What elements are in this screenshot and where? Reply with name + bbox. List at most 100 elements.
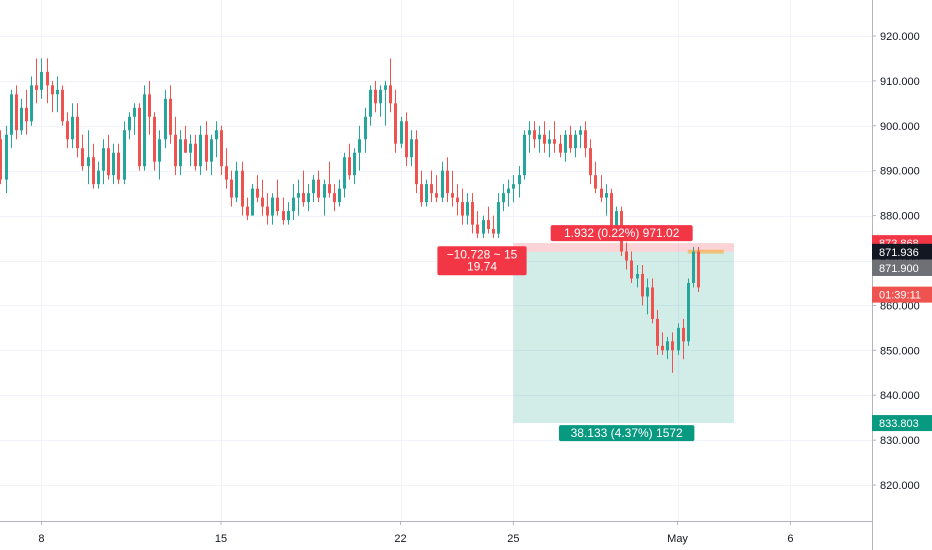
candle-body xyxy=(292,197,295,212)
candle-body xyxy=(97,170,100,185)
candle xyxy=(235,161,238,203)
candle xyxy=(502,184,505,212)
candle-body xyxy=(389,85,392,104)
candle-body xyxy=(564,134,567,153)
candle-body xyxy=(651,287,654,319)
candle-body xyxy=(40,71,43,90)
candle-body xyxy=(656,318,659,346)
candle-body xyxy=(410,139,413,158)
candle-body xyxy=(241,170,244,207)
candle xyxy=(179,130,182,176)
take-profit-zone[interactable] xyxy=(513,251,734,424)
candle xyxy=(374,80,377,113)
candle-body xyxy=(261,197,264,207)
candle xyxy=(256,175,259,203)
price-tick-label: 920.000 xyxy=(880,31,920,43)
candle-body xyxy=(117,152,120,180)
candle-body xyxy=(0,139,2,180)
candle-body xyxy=(15,94,18,131)
candle-body xyxy=(194,143,197,167)
candle-body xyxy=(528,130,531,135)
price-tag: 833.803 xyxy=(872,415,932,432)
candle-body xyxy=(256,188,259,198)
candle xyxy=(548,130,551,158)
candle-body xyxy=(56,89,59,95)
candle xyxy=(420,170,423,207)
time-tick-label: 25 xyxy=(507,533,519,545)
candle xyxy=(435,175,438,203)
candle-body xyxy=(559,143,562,153)
candle-body xyxy=(538,134,541,140)
candle xyxy=(15,85,18,140)
candle xyxy=(30,76,33,126)
candle-body xyxy=(92,157,95,185)
price-tick-label: 830.000 xyxy=(880,435,920,447)
short-position-tool[interactable] xyxy=(513,243,734,424)
candle-body xyxy=(369,89,372,117)
candle-body xyxy=(379,89,382,104)
candle xyxy=(682,318,685,360)
candle xyxy=(636,264,639,288)
time-axis: 8152225May613 xyxy=(38,521,793,545)
candle-body xyxy=(215,130,218,140)
candle xyxy=(518,166,521,198)
candle xyxy=(507,179,510,207)
candle-body xyxy=(169,98,172,135)
price-tag-box xyxy=(872,415,932,432)
candle-body xyxy=(666,341,669,351)
stop-loss-zone[interactable] xyxy=(513,243,734,252)
price-tick-label: 850.000 xyxy=(880,345,920,357)
candle-body xyxy=(507,188,510,194)
candle xyxy=(538,125,541,153)
candle xyxy=(697,247,700,292)
candle xyxy=(461,188,464,225)
candle xyxy=(651,278,654,324)
time-tick-label: 15 xyxy=(215,533,227,545)
candle xyxy=(158,130,161,180)
candle-body xyxy=(687,282,690,342)
candle xyxy=(476,211,479,239)
candle xyxy=(625,242,628,270)
candle xyxy=(630,251,633,283)
candle-body xyxy=(697,251,700,288)
candle xyxy=(128,112,131,140)
candle-body xyxy=(615,211,618,230)
price-tag: 871.936 xyxy=(872,243,932,260)
candle-body xyxy=(641,273,644,297)
candle xyxy=(559,134,562,158)
candle xyxy=(553,121,556,153)
candle xyxy=(666,336,669,360)
candle xyxy=(328,161,331,198)
candle xyxy=(20,98,23,135)
current-price-marker xyxy=(687,249,724,254)
candle-body xyxy=(158,139,161,162)
candle-body xyxy=(348,157,351,176)
candle-body xyxy=(61,89,64,122)
take-profit-label[interactable]: 38.133 (4.37%) 1572 xyxy=(558,425,695,442)
candle xyxy=(528,121,531,153)
price-tick-label: 890.000 xyxy=(880,166,920,178)
candle-body xyxy=(420,184,423,203)
candle xyxy=(425,179,428,207)
candle xyxy=(46,58,49,104)
candle xyxy=(302,170,305,207)
candle xyxy=(71,103,74,149)
price-tick-label: 820.000 xyxy=(880,480,920,492)
candle-body xyxy=(692,251,695,283)
time-tick-label: 6 xyxy=(787,533,793,545)
candle xyxy=(102,139,105,185)
time-axis-background[interactable] xyxy=(0,521,872,550)
candle-body xyxy=(374,89,377,104)
candle xyxy=(76,103,79,158)
candle-body xyxy=(225,166,228,180)
candle-body xyxy=(312,179,315,194)
candle xyxy=(405,112,408,167)
stop-loss-label[interactable]: 1.932 (0.22%) 971.02 xyxy=(550,225,693,242)
candle xyxy=(97,161,100,189)
candle xyxy=(174,116,177,176)
candle xyxy=(184,125,187,153)
candle xyxy=(117,143,120,185)
